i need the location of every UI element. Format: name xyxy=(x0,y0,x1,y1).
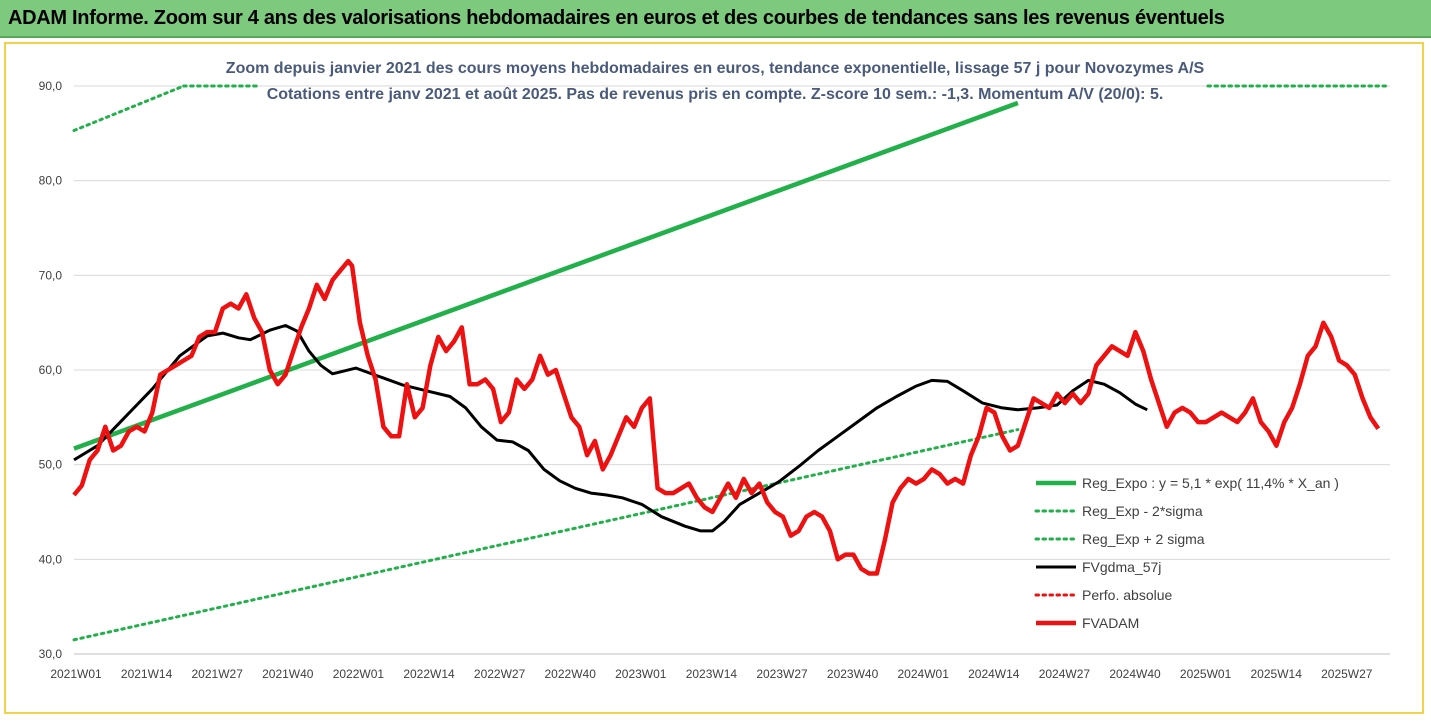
legend-label: FVADAM xyxy=(1082,615,1139,631)
x-tick-label: 2024W27 xyxy=(1039,667,1091,681)
y-tick-label: 40,0 xyxy=(39,552,63,566)
legend-label: Reg_Exp + 2 sigma xyxy=(1082,531,1205,547)
y-tick-label: 60,0 xyxy=(39,363,63,377)
report-title: ADAM Informe. Zoom sur 4 ans des valoris… xyxy=(8,7,1225,29)
x-tick-label: 2021W14 xyxy=(121,667,173,681)
legend-label: Reg_Expo : y = 5,1 * exp( 11,4% * X_an ) xyxy=(1082,475,1339,491)
x-tick-label: 2022W27 xyxy=(474,667,526,681)
legend-label: Perfo. absolue xyxy=(1082,587,1172,603)
x-tick-label: 2024W01 xyxy=(898,667,950,681)
x-tick-label: 2022W01 xyxy=(333,667,385,681)
y-tick-label: 90,0 xyxy=(39,79,63,93)
x-tick-label: 2021W27 xyxy=(192,667,244,681)
chart-title: Zoom depuis janvier 2021 des cours moyen… xyxy=(225,60,1205,77)
series-line xyxy=(73,100,1019,451)
y-tick-label: 50,0 xyxy=(39,458,63,472)
x-tick-label: 2022W40 xyxy=(545,667,597,681)
legend-label: Reg_Exp - 2*sigma xyxy=(1082,503,1203,519)
chart-subtitle: Cotations entre janv 2021 et août 2025. … xyxy=(266,86,1164,103)
y-tick-label: 30,0 xyxy=(39,647,63,661)
y-tick-label: 80,0 xyxy=(39,174,63,188)
x-tick-label: 2024W40 xyxy=(1109,667,1161,681)
x-tick-label: 2025W14 xyxy=(1251,667,1303,681)
x-tick-label: 2023W27 xyxy=(756,667,808,681)
title-banner: ADAM Informe. Zoom sur 4 ans des valoris… xyxy=(0,0,1431,38)
series-line xyxy=(72,258,1381,576)
y-tick-label: 70,0 xyxy=(39,268,63,282)
x-tick-label: 2023W40 xyxy=(827,667,879,681)
x-tick-label: 2024W14 xyxy=(968,667,1020,681)
x-tick-label: 2021W40 xyxy=(262,667,314,681)
x-tick-label: 2025W27 xyxy=(1321,667,1373,681)
legend-label: FVgdma_57j xyxy=(1082,559,1161,575)
x-tick-label: 2025W01 xyxy=(1180,667,1232,681)
series-line xyxy=(72,428,1020,642)
x-tick-label: 2023W14 xyxy=(686,667,738,681)
x-tick-label: 2021W01 xyxy=(50,667,102,681)
x-tick-label: 2023W01 xyxy=(615,667,667,681)
series-line xyxy=(73,324,1148,533)
series-line xyxy=(72,84,186,132)
x-tick-label: 2022W14 xyxy=(403,667,455,681)
